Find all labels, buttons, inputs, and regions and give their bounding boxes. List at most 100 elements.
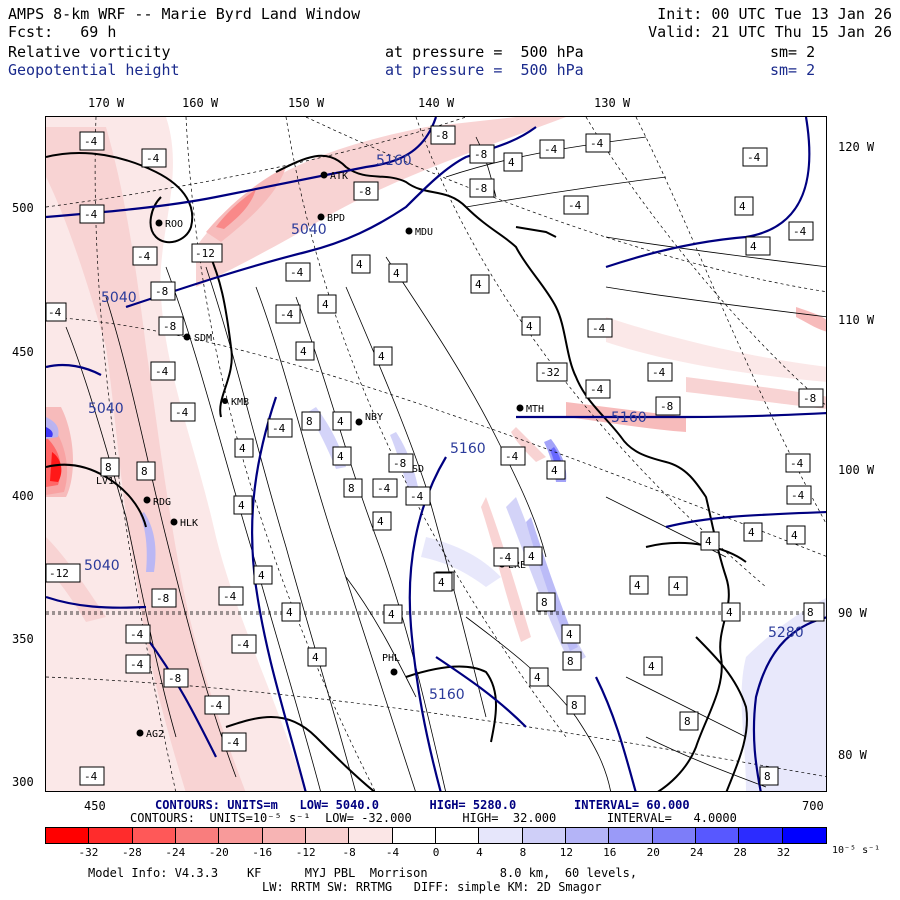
svg-text:-4: -4 [590,383,604,396]
svg-text:-4: -4 [84,208,98,221]
svg-text:-8: -8 [660,400,673,413]
contour-label-box: 4 [332,446,352,466]
color-bar [45,827,827,844]
station-label: ROO [165,219,183,230]
contour-label-box: 4 [383,604,403,624]
contour-label-box: -8 [353,181,379,201]
svg-text:-4: -4 [272,422,286,435]
right-lon-label: 100 W [838,463,875,477]
map-panel: ROO RDG HLK SDM KMB LV1 NBY WSD MTH ATK … [45,116,827,792]
svg-text:-4: -4 [280,308,294,321]
contour-label-box: -8 [798,388,824,408]
station-label: BPD [327,213,345,224]
color-bar-tick-label: 16 [603,846,617,859]
x-tick-label: 450 [84,799,106,813]
color-bar-tick-label: -28 [121,846,142,859]
valid-time: Valid: 21 UTC Thu 15 Jan 26 [648,23,892,41]
contour-label-box: -4 [132,246,158,266]
svg-text:-4: -4 [290,266,304,279]
station-label: MTH [526,404,544,415]
station-dot [136,729,144,737]
model-info: Model Info: V4.3.3 KF MYJ PBL Morrison 8… [88,866,638,880]
contour-label-box: 4 [307,647,327,667]
contour-label-box: 8 [536,592,556,612]
color-bar-cell [565,828,610,843]
color-bar-cell [89,828,133,843]
svg-text:-4: -4 [377,482,391,495]
svg-text:4: 4 [526,320,533,333]
contour-label-box: 8 [100,457,120,477]
svg-text:-8: -8 [435,129,448,142]
contour-label-box: 4 [317,294,337,314]
svg-text:4: 4 [393,267,400,280]
height-label: 5040 [88,401,124,417]
contour-label-box: 4 [561,624,581,644]
x-tick-label: 700 [802,799,824,813]
color-bar-unit: 10⁻⁵ s⁻¹ [832,845,881,856]
contour-label-box: 4 [546,460,566,480]
y-tick-label: 300 [12,775,34,789]
height-label: 5040 [101,290,137,306]
svg-text:8: 8 [306,415,313,428]
station-label: WSD [406,464,424,475]
station-dot [155,219,163,227]
station-dot [222,398,228,404]
svg-text:8: 8 [764,770,771,783]
svg-text:-12: -12 [49,567,69,580]
svg-text:-8: -8 [474,182,487,195]
svg-text:-4: -4 [48,306,62,319]
right-lon-label: 110 W [838,313,875,327]
right-lon-label: 90 W [838,606,867,620]
svg-text:4: 4 [438,576,445,589]
contour-label-box: -8 [158,316,184,336]
svg-text:4: 4 [726,606,733,619]
field1-name: Relative vorticity [8,43,171,61]
svg-text:4: 4 [705,535,712,548]
forecast-hour: Fcst: 69 h [8,23,117,41]
svg-text:-4: -4 [130,628,144,641]
contour-label-box: -4 [46,302,67,322]
svg-text:4: 4 [377,515,384,528]
height-label: 5160 [376,153,412,169]
station-label: SDM [194,333,212,344]
height-label: 5040 [84,558,120,574]
svg-text:-8: -8 [168,672,181,685]
color-bar-cell [219,828,263,843]
contour-label-box: 4 [523,546,543,566]
svg-text:-4: -4 [223,590,237,603]
contour-label-box: 4 [629,575,649,595]
contour-label-box: 4 [281,602,301,622]
contour-label-box: -4 [563,195,589,215]
contour-label-box: 4 [433,572,453,592]
station-label: LV1 [96,476,114,487]
station-dot [317,213,325,221]
contour-label-box: -8 [655,396,681,416]
svg-text:-4: -4 [747,151,761,164]
color-bar-tick-label: 28 [733,846,747,859]
svg-text:-8: -8 [358,185,371,198]
contour-label-box: 4 [470,274,490,294]
contour-label-box: -32 [536,362,568,382]
right-lon-label: 80 W [838,748,867,762]
y-tick-label: 450 [12,345,34,359]
station-dot [516,404,524,412]
svg-text:-12: -12 [195,247,215,260]
field2-smoothing: sm= 2 [770,61,816,79]
svg-text:4: 4 [286,606,293,619]
contour-label-box: -4 [79,204,105,224]
color-bar-tick-label: 4 [476,846,483,859]
svg-text:-8: -8 [163,320,176,333]
svg-text:4: 4 [528,550,535,563]
top-lon-label: 140 W [418,96,455,110]
height-contour-labels: 5040 5040 5040 5040 5160 5160 5160 5160 … [84,153,804,703]
svg-text:4: 4 [337,415,344,428]
color-bar-tick-label: 24 [690,846,704,859]
svg-text:4: 4 [475,278,482,291]
model-info-physics: LW: RRTM SW: RRTMG DIFF: simple KM: 2D S… [262,880,602,894]
station-dot [320,171,328,179]
color-bar-tick-label: -20 [208,846,229,859]
height-label: 5040 [291,222,327,238]
svg-text:4: 4 [566,628,573,641]
svg-text:-4: -4 [84,770,98,783]
svg-text:-4: -4 [791,489,805,502]
